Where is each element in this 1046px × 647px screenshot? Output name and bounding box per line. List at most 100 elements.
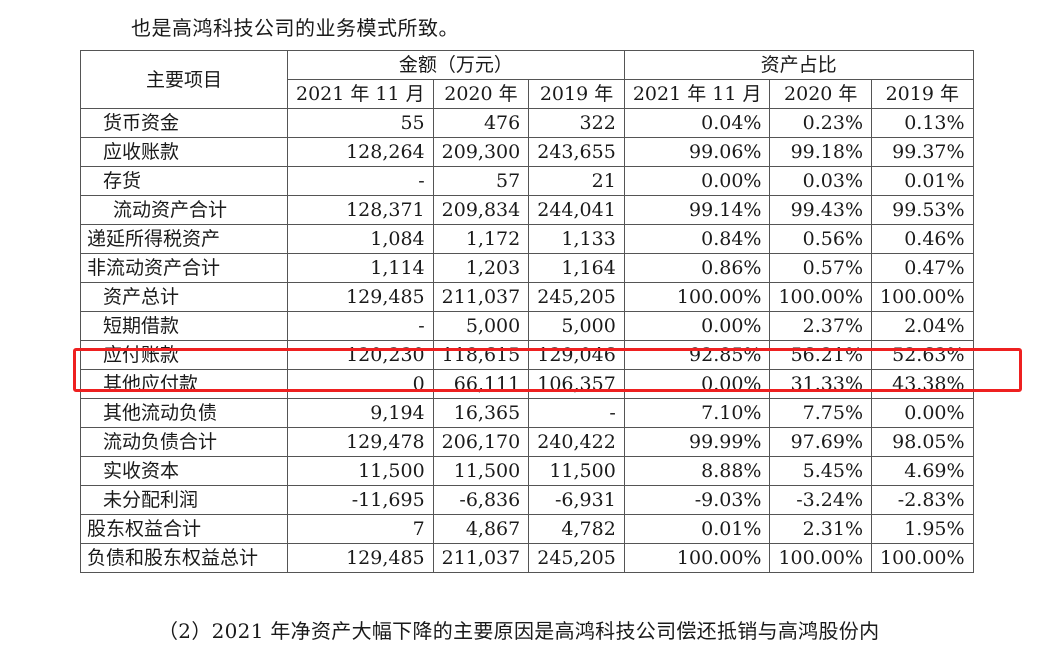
table-row: 未分配利润 -11,695 -6,836 -6,931 -9.03% -3.24% -2.8… — [80, 485, 974, 515]
amount-cell: - — [287, 166, 434, 196]
amount-cell: 476 — [432, 108, 530, 138]
amount-cell: 245,205 — [528, 543, 625, 573]
amount-cell: 1,133 — [528, 224, 625, 254]
ratio-cell: 92.85% — [623, 340, 771, 370]
amount-cell: 211,037 — [432, 543, 530, 573]
amount-cell: 1,203 — [432, 253, 530, 283]
amount-cell: 55 — [287, 108, 434, 138]
table-row: 负债和股东权益总计 129,485 211,037 245,205 100.00% 100… — [80, 543, 974, 573]
table-row: 非流动资产合计 1,114 1,203 1,164 0.86% 0.57% 0.47% — [80, 253, 974, 283]
table-row: 流动负债合计 129,478 206,170 240,422 99.99% 97.69% 9… — [80, 427, 974, 457]
amount-cell: - — [528, 398, 625, 428]
table-body: 货币资金 55 476 322 0.04% 0.23% 0.13% 应收账款 128,264 20… — [80, 108, 974, 573]
table-row: 短期借款 -5,000 5,000 0.00% 2.37% 2.04% — [80, 311, 974, 341]
row-item-label: 短期借款 — [80, 311, 288, 341]
amount-cell: 211,037 — [432, 282, 530, 312]
row-item-label: 其他流动负债 — [80, 398, 288, 428]
amount-cell: 4,782 — [528, 514, 625, 544]
ratio-cell: 5.45% — [769, 456, 873, 486]
table-row: 流动资产合计 128,371 209,834 244,041 99.14% 99.43% 9… — [80, 195, 974, 225]
amount-cell: 129,485 — [287, 543, 434, 573]
amount-cell: 1,172 — [432, 224, 530, 254]
balance-sheet-table: 主要项目 金额（万元） 资产占比 2021 年 11 月 2020 年 2019… — [80, 50, 974, 573]
ratio-cell: 0.00% — [871, 398, 974, 428]
header-amount-2020: 2020 年 — [432, 79, 530, 109]
table-row: 其他流动负债 9,194 16,365-7.10% 7.75% 0.00% — [80, 398, 974, 428]
ratio-cell: -3.24% — [769, 485, 873, 515]
amount-cell: -6,931 — [528, 485, 625, 515]
ratio-cell: 98.05% — [871, 427, 974, 457]
ratio-cell: 99.43% — [769, 195, 873, 225]
row-item-label: 其他应付款 — [80, 369, 288, 399]
amount-cell: 129,485 — [287, 282, 434, 312]
ratio-cell: 1.95% — [871, 514, 974, 544]
table-row: 资产总计 129,485 211,037 245,205 100.00% 100.00% 1… — [80, 282, 974, 312]
amount-cell: -11,695 — [287, 485, 434, 515]
amount-cell: 244,041 — [528, 195, 625, 225]
ratio-cell: 2.04% — [871, 311, 974, 341]
ratio-cell: 99.53% — [871, 195, 974, 225]
ratio-cell: 0.03% — [769, 166, 873, 196]
ratio-cell: 0.01% — [623, 514, 771, 544]
amount-cell: 1,164 — [528, 253, 625, 283]
amount-cell: 106,357 — [528, 369, 625, 399]
row-item-label: 流动负债合计 — [80, 427, 288, 457]
table-row: 存货 -57 21 0.00% 0.03% 0.01% — [80, 166, 974, 196]
amount-cell: 1,114 — [287, 253, 434, 283]
ratio-cell: 56.21% — [769, 340, 873, 370]
amount-cell: 11,500 — [528, 456, 625, 486]
ratio-cell: 100.00% — [769, 543, 873, 573]
table-row: 应收账款 128,264 209,300 243,655 99.06% 99.18% 99.… — [80, 137, 974, 167]
amount-cell: 5,000 — [432, 311, 530, 341]
ratio-cell: 0.13% — [871, 108, 974, 138]
amount-cell: 0 — [287, 369, 434, 399]
row-item-label: 货币资金 — [80, 108, 288, 138]
amount-cell: 9,194 — [287, 398, 434, 428]
ratio-cell: 2.31% — [769, 514, 873, 544]
amount-cell: 209,834 — [432, 195, 530, 225]
ratio-cell: 0.04% — [623, 108, 771, 138]
amount-cell: 1,084 — [287, 224, 434, 254]
ratio-cell: 43.38% — [871, 369, 974, 399]
ratio-cell: -2.83% — [871, 485, 974, 515]
row-item-label: 实收资本 — [80, 456, 288, 486]
ratio-cell: 99.18% — [769, 137, 873, 167]
table-row: 其他应付款 0 66,111 106,357 0.00% 31.33% 43.38% — [80, 369, 974, 399]
amount-cell: 322 — [528, 108, 625, 138]
ratio-cell: 100.00% — [871, 282, 974, 312]
table-row: 递延所得税资产 1,084 1,172 1,133 0.84% 0.56% 0.46% — [80, 224, 974, 254]
header-amount-group: 金额（万元） — [287, 50, 625, 80]
amount-cell: 245,205 — [528, 282, 625, 312]
row-item-label: 负债和股东权益总计 — [80, 543, 288, 573]
row-item-label: 资产总计 — [80, 282, 288, 312]
intro-paragraph: 也是高鸿科技公司的业务模式所致。 — [131, 16, 459, 40]
ratio-cell: 0.23% — [769, 108, 873, 138]
amount-cell: 16,365 — [432, 398, 530, 428]
row-item-label: 非流动资产合计 — [80, 253, 288, 283]
row-item-label: 应付账款 — [80, 340, 288, 370]
header-ratio-group: 资产占比 — [623, 50, 974, 80]
amount-cell: -6,836 — [432, 485, 530, 515]
row-item-label: 应收账款 — [80, 137, 288, 167]
ratio-cell: 100.00% — [623, 543, 771, 573]
row-item-label: 流动资产合计 — [80, 195, 288, 225]
table-row: 股东权益合计 7 4,867 4,782 0.01% 2.31% 1.95% — [80, 514, 974, 544]
ratio-cell: 0.56% — [769, 224, 873, 254]
ratio-cell: 0.84% — [623, 224, 771, 254]
ratio-cell: 7.75% — [769, 398, 873, 428]
row-item-label: 递延所得税资产 — [80, 224, 288, 254]
amount-cell: 206,170 — [432, 427, 530, 457]
amount-cell: 4,867 — [432, 514, 530, 544]
ratio-cell: 52.63% — [871, 340, 974, 370]
amount-cell: 129,478 — [287, 427, 434, 457]
amount-cell: - — [287, 311, 434, 341]
ratio-cell: 99.06% — [623, 137, 771, 167]
amount-cell: 7 — [287, 514, 434, 544]
amount-cell: 243,655 — [528, 137, 625, 167]
amount-cell: 11,500 — [432, 456, 530, 486]
header-ratio-2019: 2019 年 — [871, 79, 974, 109]
table-row: 货币资金 55 476 322 0.04% 0.23% 0.13% — [80, 108, 974, 138]
header-ratio-2020: 2020 年 — [769, 79, 873, 109]
ratio-cell: 0.46% — [871, 224, 974, 254]
header-amount-2021-11: 2021 年 11 月 — [287, 79, 434, 109]
